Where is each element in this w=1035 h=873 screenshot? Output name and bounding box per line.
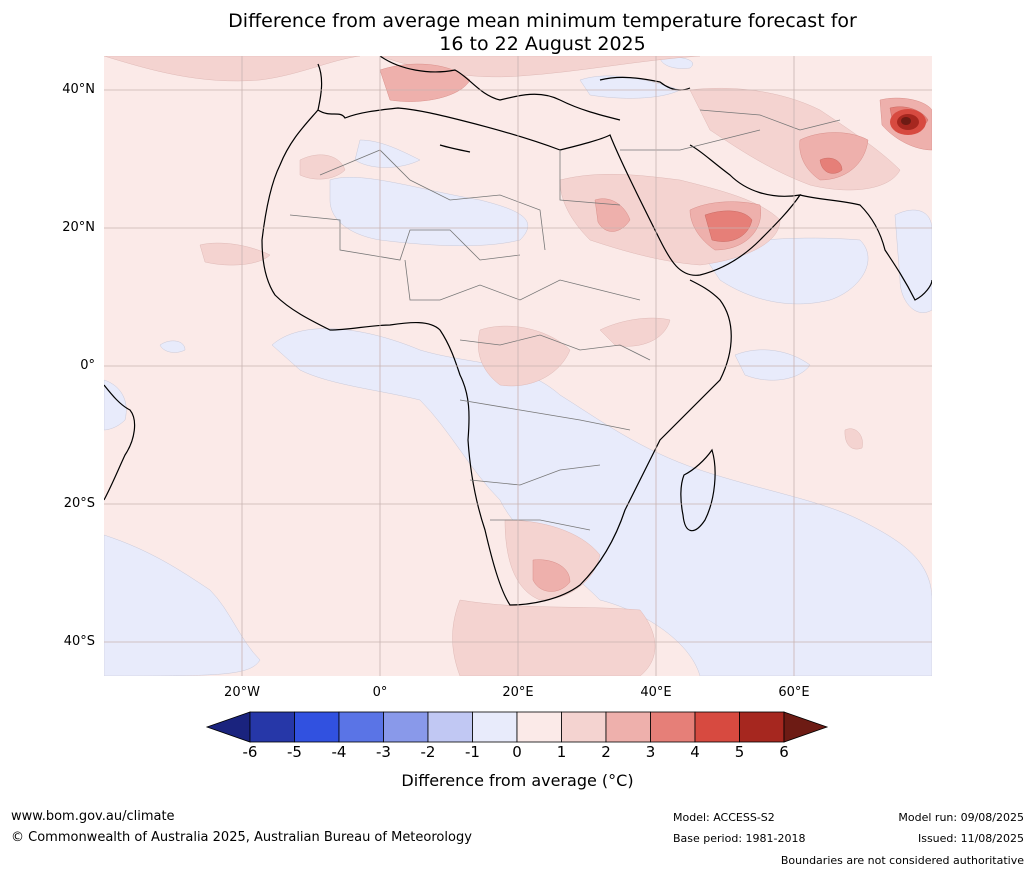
footer-model: Model: ACCESS-S2 [673, 811, 775, 824]
warm-anomaly-hotspot [890, 109, 926, 135]
hotspot-above-6 [901, 117, 911, 125]
colorbar-tick-label: -2 [420, 743, 436, 761]
footer-model-run: Model run: 09/08/2025 [898, 811, 1024, 824]
lat-label-0: 0° [80, 358, 95, 373]
colorbar-tick-label: 3 [645, 743, 656, 761]
colorbar-tick-label: -3 [376, 743, 391, 761]
colorbar-tick-label: -4 [331, 743, 347, 761]
colorbar-segment [472, 711, 518, 743]
lon-label-40e: 40°E [640, 685, 672, 700]
colorbar-tick-label: -5 [287, 743, 302, 761]
lon-label-0: 0° [372, 685, 388, 700]
colorbar-segment [249, 711, 295, 743]
title-line-2: 16 to 22 August 2025 [439, 33, 646, 55]
lat-label-40s: 40°S [63, 634, 95, 649]
footer-base-period: Base period: 1981-2018 [673, 832, 806, 845]
colorbar-segment [294, 711, 340, 743]
colorbar-tick-label: -6 [242, 743, 258, 761]
colorbar-segment [739, 711, 785, 743]
colorbar-segment [561, 711, 607, 743]
colorbar-extend-low [205, 711, 251, 743]
colorbar-tick-label: 5 [734, 743, 745, 761]
colorbar-tick-label: 6 [779, 743, 789, 761]
lon-label-60e: 60°E [778, 685, 810, 700]
colorbar-tick-label: 0 [512, 743, 522, 761]
colorbar-tick-label: 4 [690, 743, 700, 761]
lat-label-40n: 40°N [62, 82, 95, 97]
colorbar-tick-label: 2 [601, 743, 611, 761]
map-title: Difference from average mean minimum tem… [150, 10, 935, 56]
colorbar-segment [338, 711, 384, 743]
colorbar-segment [605, 711, 651, 743]
title-line-1: Difference from average mean minimum tem… [228, 10, 857, 32]
lon-label-20e: 20°E [502, 685, 534, 700]
colorbar-segment [694, 711, 740, 743]
footer-copyright: © Commonwealth of Australia 2025, Austra… [11, 830, 472, 845]
graticule [104, 56, 932, 676]
cool-anomaly-areas [104, 56, 932, 676]
footer-disclaimer: Boundaries are not considered authoritat… [780, 854, 1024, 867]
footer-issued: Issued: 11/08/2025 [917, 832, 1024, 845]
colorbar-extend-high [783, 711, 829, 743]
colorbar-segment [427, 711, 473, 743]
colorbar-title: Difference from average (°C) [401, 771, 634, 790]
colorbar-segment [383, 711, 429, 743]
colorbar-segment [650, 711, 696, 743]
coastlines [104, 56, 932, 606]
colorbar-segment [516, 711, 562, 743]
colorbar-tick-label: 1 [556, 743, 567, 761]
lat-label-20n: 20°N [62, 220, 95, 235]
lat-label-20s: 20°S [63, 496, 95, 511]
footer-website: www.bom.gov.au/climate [11, 809, 175, 824]
lon-label-20w: 20°W [224, 685, 260, 700]
colorbar-tick-label: -1 [465, 743, 480, 761]
